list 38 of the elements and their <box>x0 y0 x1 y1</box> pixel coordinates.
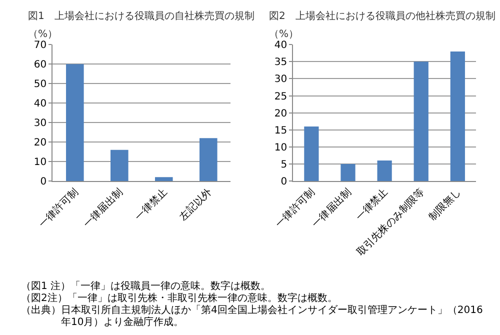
x-tick-label: 制限無し <box>426 186 464 223</box>
x-tick-label: 左記以外 <box>177 186 214 223</box>
y-tick-label: 0 <box>40 176 47 188</box>
x-tick-label: 一律禁止 <box>132 186 170 223</box>
y-tick-label: 35 <box>274 57 288 68</box>
y-tick-label: 0 <box>280 176 288 188</box>
x-tick-label: 一律届出制 <box>81 186 126 230</box>
y-tick-label: 70 <box>34 40 47 52</box>
bar <box>66 64 84 181</box>
y-axis-title: （%） <box>269 29 299 40</box>
bar <box>340 164 356 181</box>
y-tick-label: 30 <box>274 74 288 86</box>
x-tick-label: 一律許可制 <box>36 186 81 230</box>
y-tick-label: 40 <box>274 40 288 52</box>
y-tick-label: 10 <box>274 142 288 154</box>
text: （図2注）「一律」は取引先株・非取引先株一律の意味。数字は概数。 <box>21 292 338 304</box>
y-tick-label: 30 <box>34 118 47 130</box>
chart-title: 図1 上場会社における役職員の自社株売買の規制 <box>28 10 254 22</box>
bar <box>414 62 428 181</box>
text: （出典）日本取引所自主規制法人ほか「第4回全国上場会社インサイダー取引管理アンケート」（2016年10月）より金融庁作成。 <box>21 304 483 328</box>
chart-title: 図2 上場会社における役職員の他社株売買の規制 <box>269 10 496 22</box>
bar <box>377 160 392 181</box>
y-axis-title: （%） <box>28 29 58 40</box>
y-tick-label: 25 <box>274 91 288 102</box>
bar <box>450 51 465 181</box>
bar <box>110 150 128 181</box>
bar <box>200 138 218 181</box>
y-tick-label: 60 <box>34 60 47 71</box>
bar <box>304 126 319 181</box>
y-tick-label: 20 <box>274 108 288 120</box>
y-tick-label: 5 <box>280 159 288 170</box>
y-tick-label: 40 <box>34 98 47 110</box>
y-tick-label: 15 <box>274 125 288 136</box>
text: （図1 注）「一律」は役職員一律の意味。数字は概数。 <box>21 280 271 292</box>
y-tick-label: 50 <box>34 79 47 90</box>
y-tick-label: 20 <box>34 138 47 149</box>
bar <box>155 177 173 181</box>
y-tick-label: 10 <box>34 157 47 168</box>
